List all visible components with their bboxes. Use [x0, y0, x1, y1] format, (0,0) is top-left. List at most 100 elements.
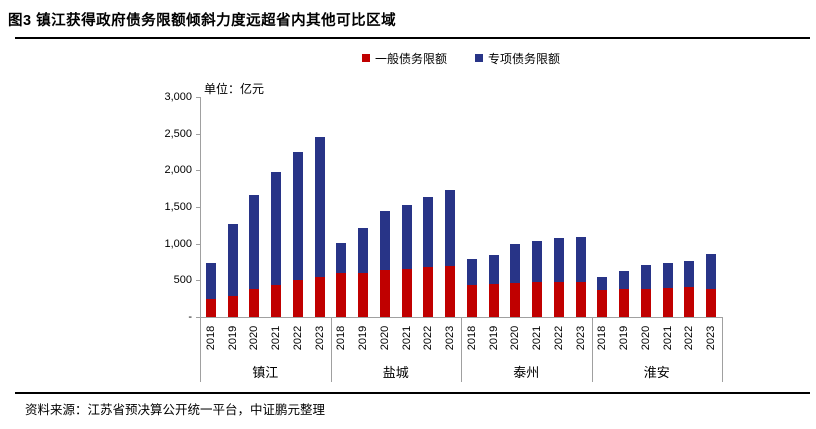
legend-item-special: 专项债务限额 — [475, 50, 560, 67]
y-tick-mark — [196, 170, 200, 172]
x-group-label: 镇江 — [252, 365, 279, 380]
y-tick-mark — [196, 207, 200, 208]
bar-segment-general — [271, 285, 282, 317]
x-year-label: 2021 — [531, 325, 544, 351]
bar-segment-general — [379, 270, 390, 317]
x-year-label: 2023 — [313, 325, 326, 351]
x-year-label: 2019 — [487, 325, 500, 351]
x-year-label: 2022 — [552, 325, 565, 351]
bar-segment-special — [314, 136, 325, 278]
bar-segment-special — [466, 259, 477, 285]
group-separator — [330, 317, 332, 382]
bar-segment-special — [336, 242, 347, 274]
x-year-label: 2020 — [639, 325, 652, 351]
bar-segment-special — [597, 277, 608, 290]
y-tick-mark — [196, 243, 200, 245]
bar-segment-general — [423, 266, 434, 317]
bar-segment-general — [466, 284, 477, 317]
bar-segment-general — [662, 288, 673, 317]
x-year-label: 2019 — [357, 325, 370, 351]
bar-segment-special — [423, 197, 434, 267]
legend-label-special: 专项债务限额 — [488, 51, 561, 66]
x-year-label: 2022 — [422, 325, 435, 351]
page-title: 图3 镇江获得政府债务限额倾斜力度远超省内其他可比区域 — [8, 13, 397, 29]
bar-segment-special — [553, 237, 564, 282]
bar-segment-general — [401, 269, 412, 317]
y-tick-label: - — [188, 311, 192, 323]
bar-segment-special — [706, 253, 717, 289]
x-year-label: 2021 — [270, 325, 283, 351]
y-tick-mark — [196, 317, 200, 318]
bar-segment-general — [445, 265, 456, 317]
bar-segment-general — [619, 288, 630, 317]
x-year-label: 2018 — [596, 325, 609, 351]
y-tick-label: 2,000 — [164, 164, 192, 177]
bar-segment-general — [597, 289, 608, 317]
bar-segment-general — [314, 277, 325, 317]
x-year-label: 2022 — [291, 325, 304, 351]
bar-segment-general — [336, 273, 347, 317]
x-year-label: 2023 — [705, 325, 718, 351]
bar-segment-special — [205, 263, 216, 299]
x-year-label: 2023 — [574, 325, 587, 351]
bar-segment-special — [532, 240, 543, 282]
bar-segment-general — [488, 284, 499, 317]
x-year-label: 2018 — [465, 325, 478, 351]
bar-segment-special — [640, 264, 651, 289]
unit-label: 单位：亿元 — [204, 82, 265, 96]
bar-segment-special — [662, 262, 673, 289]
y-tick-mark — [196, 97, 200, 98]
x-year-label: 2021 — [661, 325, 674, 351]
x-year-label: 2023 — [444, 325, 457, 351]
legend-swatch-special-icon — [475, 54, 483, 62]
bar-segment-special — [488, 255, 499, 285]
source-text: 资料来源：江苏省预决算公开统一平台，中证鹏元整理 — [25, 403, 326, 417]
bar-segment-general — [532, 281, 543, 317]
y-tick-label: 500 — [173, 274, 192, 287]
bar-segment-general — [205, 298, 216, 317]
bar-segment-general — [684, 286, 695, 317]
y-tick-label: 1,000 — [164, 237, 192, 250]
y-axis-line — [200, 97, 201, 318]
bar-segment-special — [379, 211, 390, 271]
bar-segment-general — [553, 281, 564, 317]
y-tick-label: 2,500 — [164, 127, 192, 140]
legend-label-general: 一般债务限额 — [374, 51, 447, 66]
group-separator — [591, 317, 593, 382]
y-tick-label: 1,500 — [164, 201, 192, 213]
legend-swatch-general-icon — [361, 54, 370, 62]
x-group-label: 泰州 — [513, 365, 540, 380]
bar-segment-general — [706, 288, 717, 317]
bar-segment-special — [510, 244, 521, 283]
bar-segment-special — [271, 171, 282, 286]
bar-segment-general — [575, 281, 586, 317]
x-year-label: 2019 — [226, 325, 239, 351]
x-year-label: 2021 — [400, 325, 413, 351]
group-separator — [200, 317, 201, 382]
y-tick-mark — [196, 280, 200, 282]
group-separator — [722, 317, 723, 382]
bar-segment-special — [358, 227, 369, 273]
footer-divider — [15, 392, 810, 394]
x-group-label: 盐城 — [382, 365, 409, 380]
bar-segment-special — [619, 271, 630, 289]
title-divider — [15, 37, 810, 39]
y-tick-label: 3,000 — [164, 91, 192, 103]
x-year-label: 2018 — [204, 325, 217, 351]
y-tick-mark — [196, 133, 200, 135]
bar-segment-special — [292, 151, 303, 280]
chart-legend: 一般债务限额 专项债务限额 — [200, 50, 722, 66]
x-year-label: 2020 — [509, 325, 522, 351]
x-year-label: 2020 — [248, 325, 261, 351]
bar-segment-special — [249, 194, 260, 289]
legend-item-general: 一般债务限额 — [361, 50, 447, 67]
x-year-label: 2020 — [378, 325, 391, 351]
bar-segment-special — [227, 223, 238, 296]
bar-segment-general — [227, 295, 238, 317]
bar-segment-special — [445, 189, 456, 266]
group-separator — [461, 317, 462, 382]
bar-segment-special — [401, 204, 412, 270]
bar-segment-general — [249, 288, 260, 317]
